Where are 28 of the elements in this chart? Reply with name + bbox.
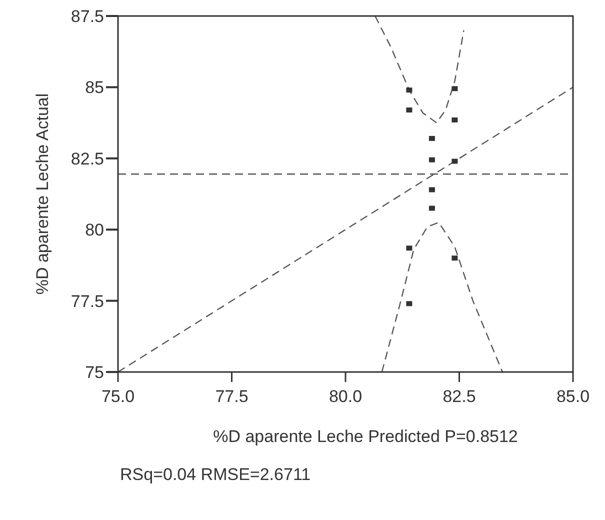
line-series	[374, 16, 464, 124]
point	[452, 158, 458, 164]
y-axis-title: %D aparente Leche Actual	[33, 93, 52, 295]
y-tick-label: 87.5	[70, 7, 104, 26]
point	[406, 107, 412, 112]
point	[452, 86, 458, 92]
text: RSq=0.04 RMSE=2.6711	[120, 465, 311, 484]
x-tick-label: 82.5	[442, 387, 476, 406]
point	[428, 157, 435, 162]
point	[428, 187, 435, 192]
point	[406, 301, 412, 306]
y-tick-label: 75	[85, 363, 104, 382]
y-tick-label: 77.5	[70, 292, 104, 311]
point	[452, 117, 458, 122]
point	[452, 256, 458, 261]
point	[406, 246, 412, 251]
y-tick-label: 80	[85, 220, 104, 240]
x-tick-label: 85.0	[556, 387, 590, 406]
point	[406, 88, 412, 93]
x-tick-label: 80.0	[328, 387, 362, 406]
x-tick-label: 77.5	[215, 387, 248, 406]
line-series	[381, 222, 504, 372]
point	[428, 136, 435, 141]
x-axis-title: %D aparente Leche Predicted P=0.8512	[213, 427, 518, 446]
point	[428, 206, 435, 211]
x-tick-label: 75.0	[101, 387, 135, 406]
y-tick-label: 85	[85, 78, 104, 98]
y-tick-label: 82.5	[70, 149, 104, 168]
